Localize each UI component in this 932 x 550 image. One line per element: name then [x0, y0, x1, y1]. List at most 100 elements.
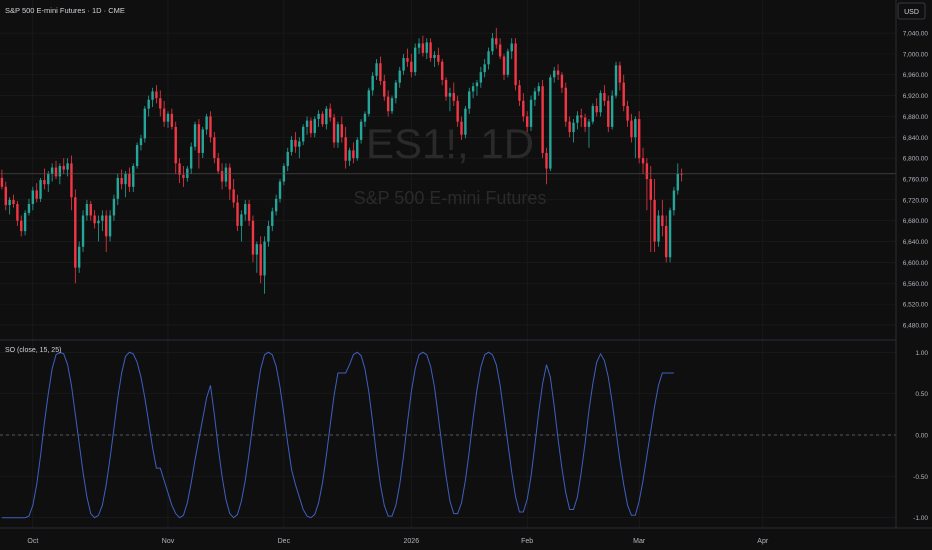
- candle-body: [290, 139, 293, 152]
- candle-body: [332, 117, 336, 143]
- candle-body: [510, 43, 513, 52]
- candle-body: [653, 199, 656, 242]
- candle-body: [301, 126, 305, 142]
- time-axis-labels[interactable]: Oct Nov Dec 2026 Feb Mar Apr: [27, 538, 768, 545]
- candle: [116, 173, 119, 206]
- candle: [244, 199, 247, 221]
- candle: [162, 100, 166, 127]
- candle-body: [120, 177, 123, 185]
- candle-body: [240, 214, 243, 226]
- time-grid: [32, 0, 764, 528]
- candle: [309, 117, 313, 138]
- candle: [657, 210, 660, 247]
- candle-body: [587, 121, 591, 127]
- candle-body: [89, 204, 92, 216]
- candle-body: [626, 106, 629, 121]
- candle-body: [522, 100, 525, 117]
- candle-body: [367, 90, 371, 114]
- candle: [564, 82, 567, 127]
- candle: [286, 147, 289, 172]
- candle-body: [537, 86, 540, 92]
- candle: [159, 90, 162, 117]
- candle-body: [618, 65, 622, 83]
- candle: [267, 220, 270, 247]
- price-axis-labels[interactable]: 6,480.00 6,520.00 6,560.00 6,600.00 6,640.00…: [903, 31, 929, 330]
- candle: [359, 119, 363, 144]
- candle: [583, 113, 587, 133]
- candle: [576, 111, 579, 130]
- candle: [85, 199, 89, 221]
- candle-body: [0, 177, 4, 187]
- candle-body: [483, 64, 486, 73]
- candle-body: [398, 70, 401, 83]
- candle: [16, 200, 19, 226]
- candle: [43, 168, 46, 190]
- candle: [66, 158, 69, 177]
- watermark-symbol: ES1!, 1D: [366, 120, 534, 167]
- candle-body: [495, 38, 498, 45]
- candle: [321, 111, 324, 127]
- candle-body: [518, 85, 521, 101]
- candle: [367, 87, 371, 117]
- candle: [35, 183, 38, 203]
- indicator-axis-labels[interactable]: -1.00 -0.50 0.00 0.50 1.00: [913, 350, 928, 522]
- candle: [541, 79, 544, 159]
- candle-body: [85, 204, 89, 216]
- currency-label: USD: [904, 9, 919, 16]
- candle: [661, 199, 664, 237]
- candle-body: [390, 98, 394, 112]
- candle-body: [676, 173, 679, 191]
- candle: [89, 200, 92, 221]
- candle-body: [668, 210, 672, 258]
- candle-body: [599, 92, 602, 113]
- candle: [645, 158, 649, 211]
- candle-body: [336, 124, 340, 143]
- candle: [441, 59, 444, 86]
- time-tick-label: Mar: [633, 538, 646, 545]
- candle-body: [23, 212, 27, 232]
- indicator-title[interactable]: SO (close, 15, 25): [5, 347, 61, 354]
- candle-body: [514, 43, 517, 86]
- candle-body: [610, 95, 614, 127]
- candle-body: [452, 92, 455, 101]
- candle: [259, 236, 262, 284]
- candle-body: [661, 215, 664, 226]
- candle-body: [657, 215, 660, 242]
- candle-body: [665, 225, 668, 258]
- candle-body: [556, 70, 560, 75]
- candle: [452, 82, 455, 107]
- candle-body: [680, 173, 683, 175]
- candle: [213, 132, 216, 164]
- price-tick-label: 6,800.00: [903, 156, 929, 163]
- candle: [290, 136, 293, 156]
- candle: [255, 241, 259, 273]
- candle: [12, 194, 15, 208]
- candle-body: [147, 99, 150, 109]
- candle: [128, 167, 131, 193]
- candle-body: [429, 42, 432, 59]
- currency-button[interactable]: [897, 2, 926, 20]
- candle-body: [97, 220, 100, 224]
- candle: [618, 61, 622, 91]
- candle-body: [402, 58, 405, 71]
- candle-body: [105, 215, 108, 237]
- candle-body: [217, 158, 220, 172]
- candle-body: [344, 137, 347, 161]
- candle: [444, 77, 448, 101]
- candle: [413, 43, 417, 76]
- candle: [383, 74, 386, 101]
- candle-body: [170, 113, 174, 127]
- time-tick-label: Dec: [278, 538, 291, 545]
- candle-body: [383, 80, 386, 97]
- candle: [672, 186, 676, 216]
- candle: [278, 179, 282, 203]
- candle-body: [541, 86, 544, 153]
- price-tick-label: 6,720.00: [903, 197, 929, 204]
- candle: [298, 137, 301, 159]
- candle-body: [35, 190, 38, 199]
- candle: [197, 119, 201, 169]
- time-tick-label: Apr: [757, 538, 769, 545]
- candle: [132, 163, 135, 193]
- candle: [390, 95, 394, 114]
